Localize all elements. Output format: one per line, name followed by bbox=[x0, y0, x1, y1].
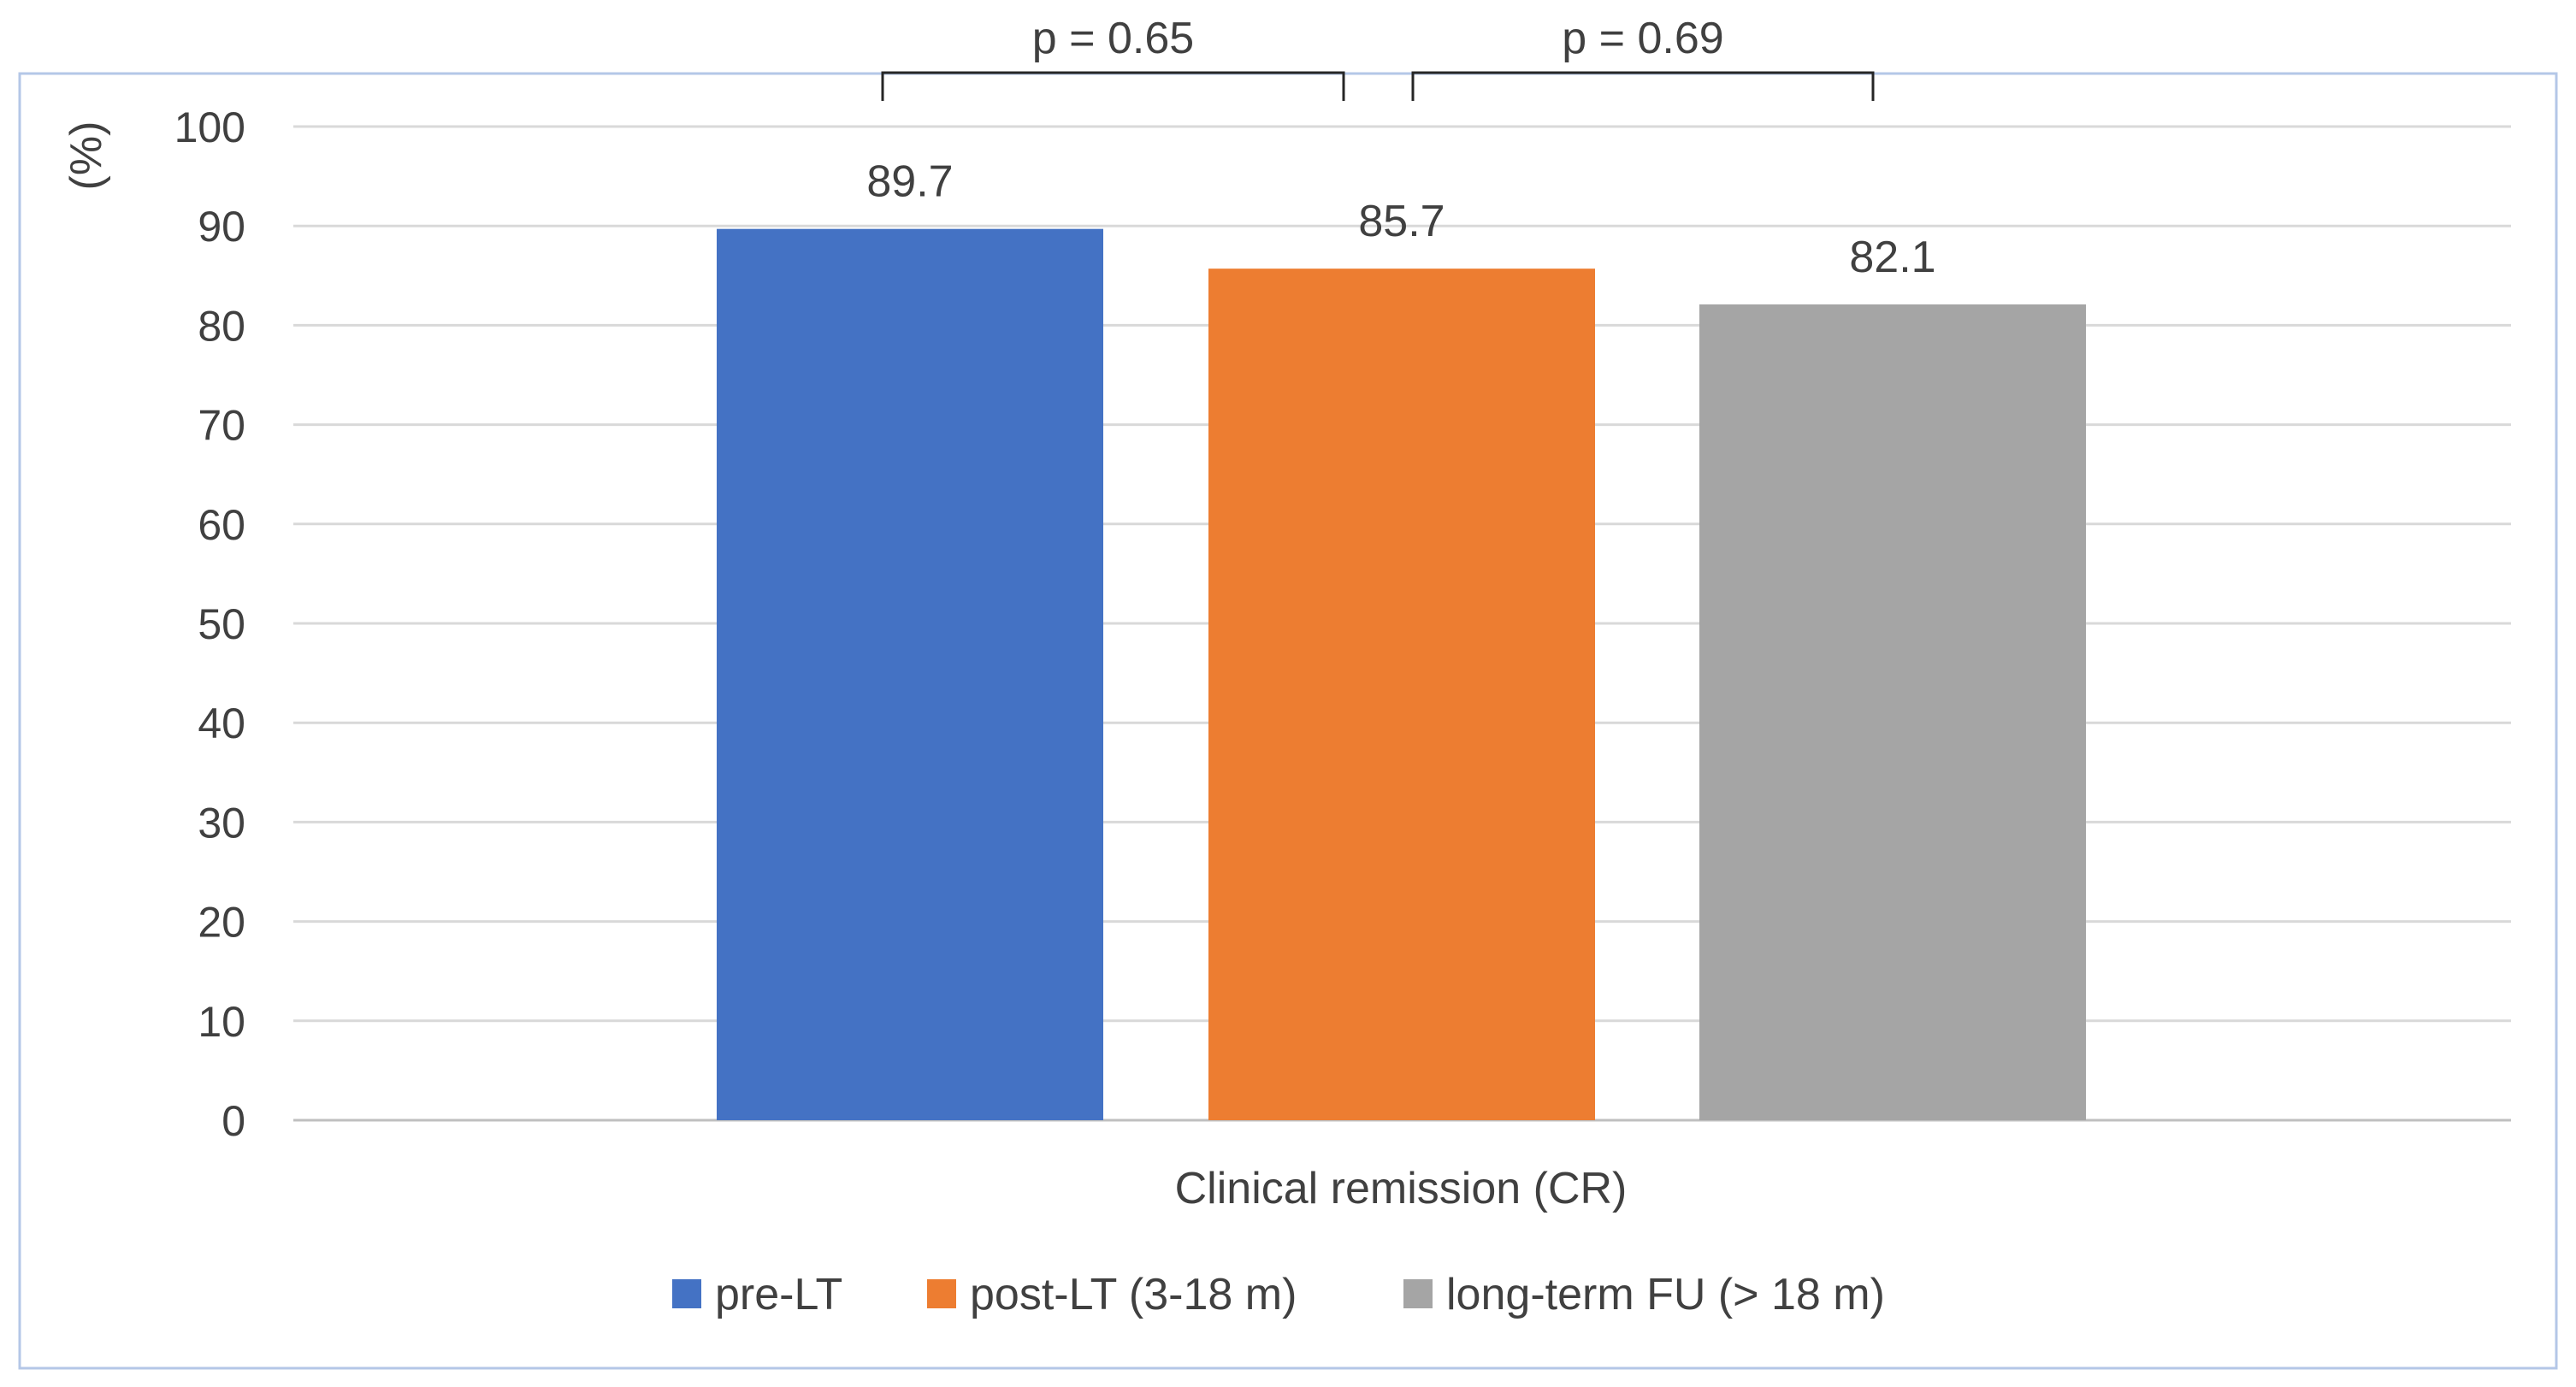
legend-label: post-LT (3-18 m) bbox=[970, 1270, 1297, 1319]
y-tick-label: 100 bbox=[174, 103, 245, 151]
y-tick-label: 30 bbox=[198, 799, 245, 847]
p-value-annotation: p = 0.65 bbox=[1032, 14, 1194, 63]
significance-bracket bbox=[881, 71, 1345, 101]
legend-swatch bbox=[672, 1279, 701, 1308]
y-tick-label: 80 bbox=[198, 302, 245, 350]
p-value-annotation: p = 0.69 bbox=[1562, 14, 1723, 63]
x-axis-label: Clinical remission (CR) bbox=[1175, 1164, 1628, 1213]
bar bbox=[717, 228, 1103, 1120]
legend: pre-LT post-LT (3-18 m) long-term FU (> 18… bbox=[672, 1270, 1885, 1319]
legend-item: pre-LT bbox=[672, 1270, 842, 1319]
bars bbox=[717, 228, 2086, 1120]
y-axis-ticks: 0 10 20 30 40 50 60 70 80 90 100 bbox=[174, 103, 245, 1145]
data-label: 82.1 bbox=[1849, 233, 1935, 282]
y-tick-label: 70 bbox=[198, 402, 245, 450]
y-tick-label: 20 bbox=[198, 899, 245, 947]
y-tick-label: 0 bbox=[222, 1097, 245, 1145]
y-axis-label: (%) bbox=[62, 121, 111, 191]
bar bbox=[1699, 304, 2086, 1120]
y-tick-label: 50 bbox=[198, 600, 245, 648]
legend-label: long-term FU (> 18 m) bbox=[1446, 1270, 1885, 1319]
legend-swatch bbox=[1403, 1279, 1433, 1308]
significance-bracket bbox=[1411, 71, 1875, 101]
bar bbox=[1208, 269, 1595, 1120]
annotations: p = 0.65 p = 0.69 bbox=[881, 14, 1875, 101]
data-label: 89.7 bbox=[866, 157, 953, 207]
legend-item: long-term FU (> 18 m) bbox=[1403, 1270, 1885, 1319]
legend-swatch bbox=[927, 1279, 956, 1308]
data-labels: 89.7 85.7 82.1 bbox=[866, 157, 1935, 282]
y-tick-label: 40 bbox=[198, 699, 245, 747]
y-tick-label: 10 bbox=[198, 998, 245, 1046]
y-tick-label: 60 bbox=[198, 501, 245, 549]
legend-item: post-LT (3-18 m) bbox=[927, 1270, 1297, 1319]
legend-label: pre-LT bbox=[715, 1270, 842, 1319]
y-tick-label: 90 bbox=[198, 203, 245, 251]
data-label: 85.7 bbox=[1358, 197, 1445, 246]
